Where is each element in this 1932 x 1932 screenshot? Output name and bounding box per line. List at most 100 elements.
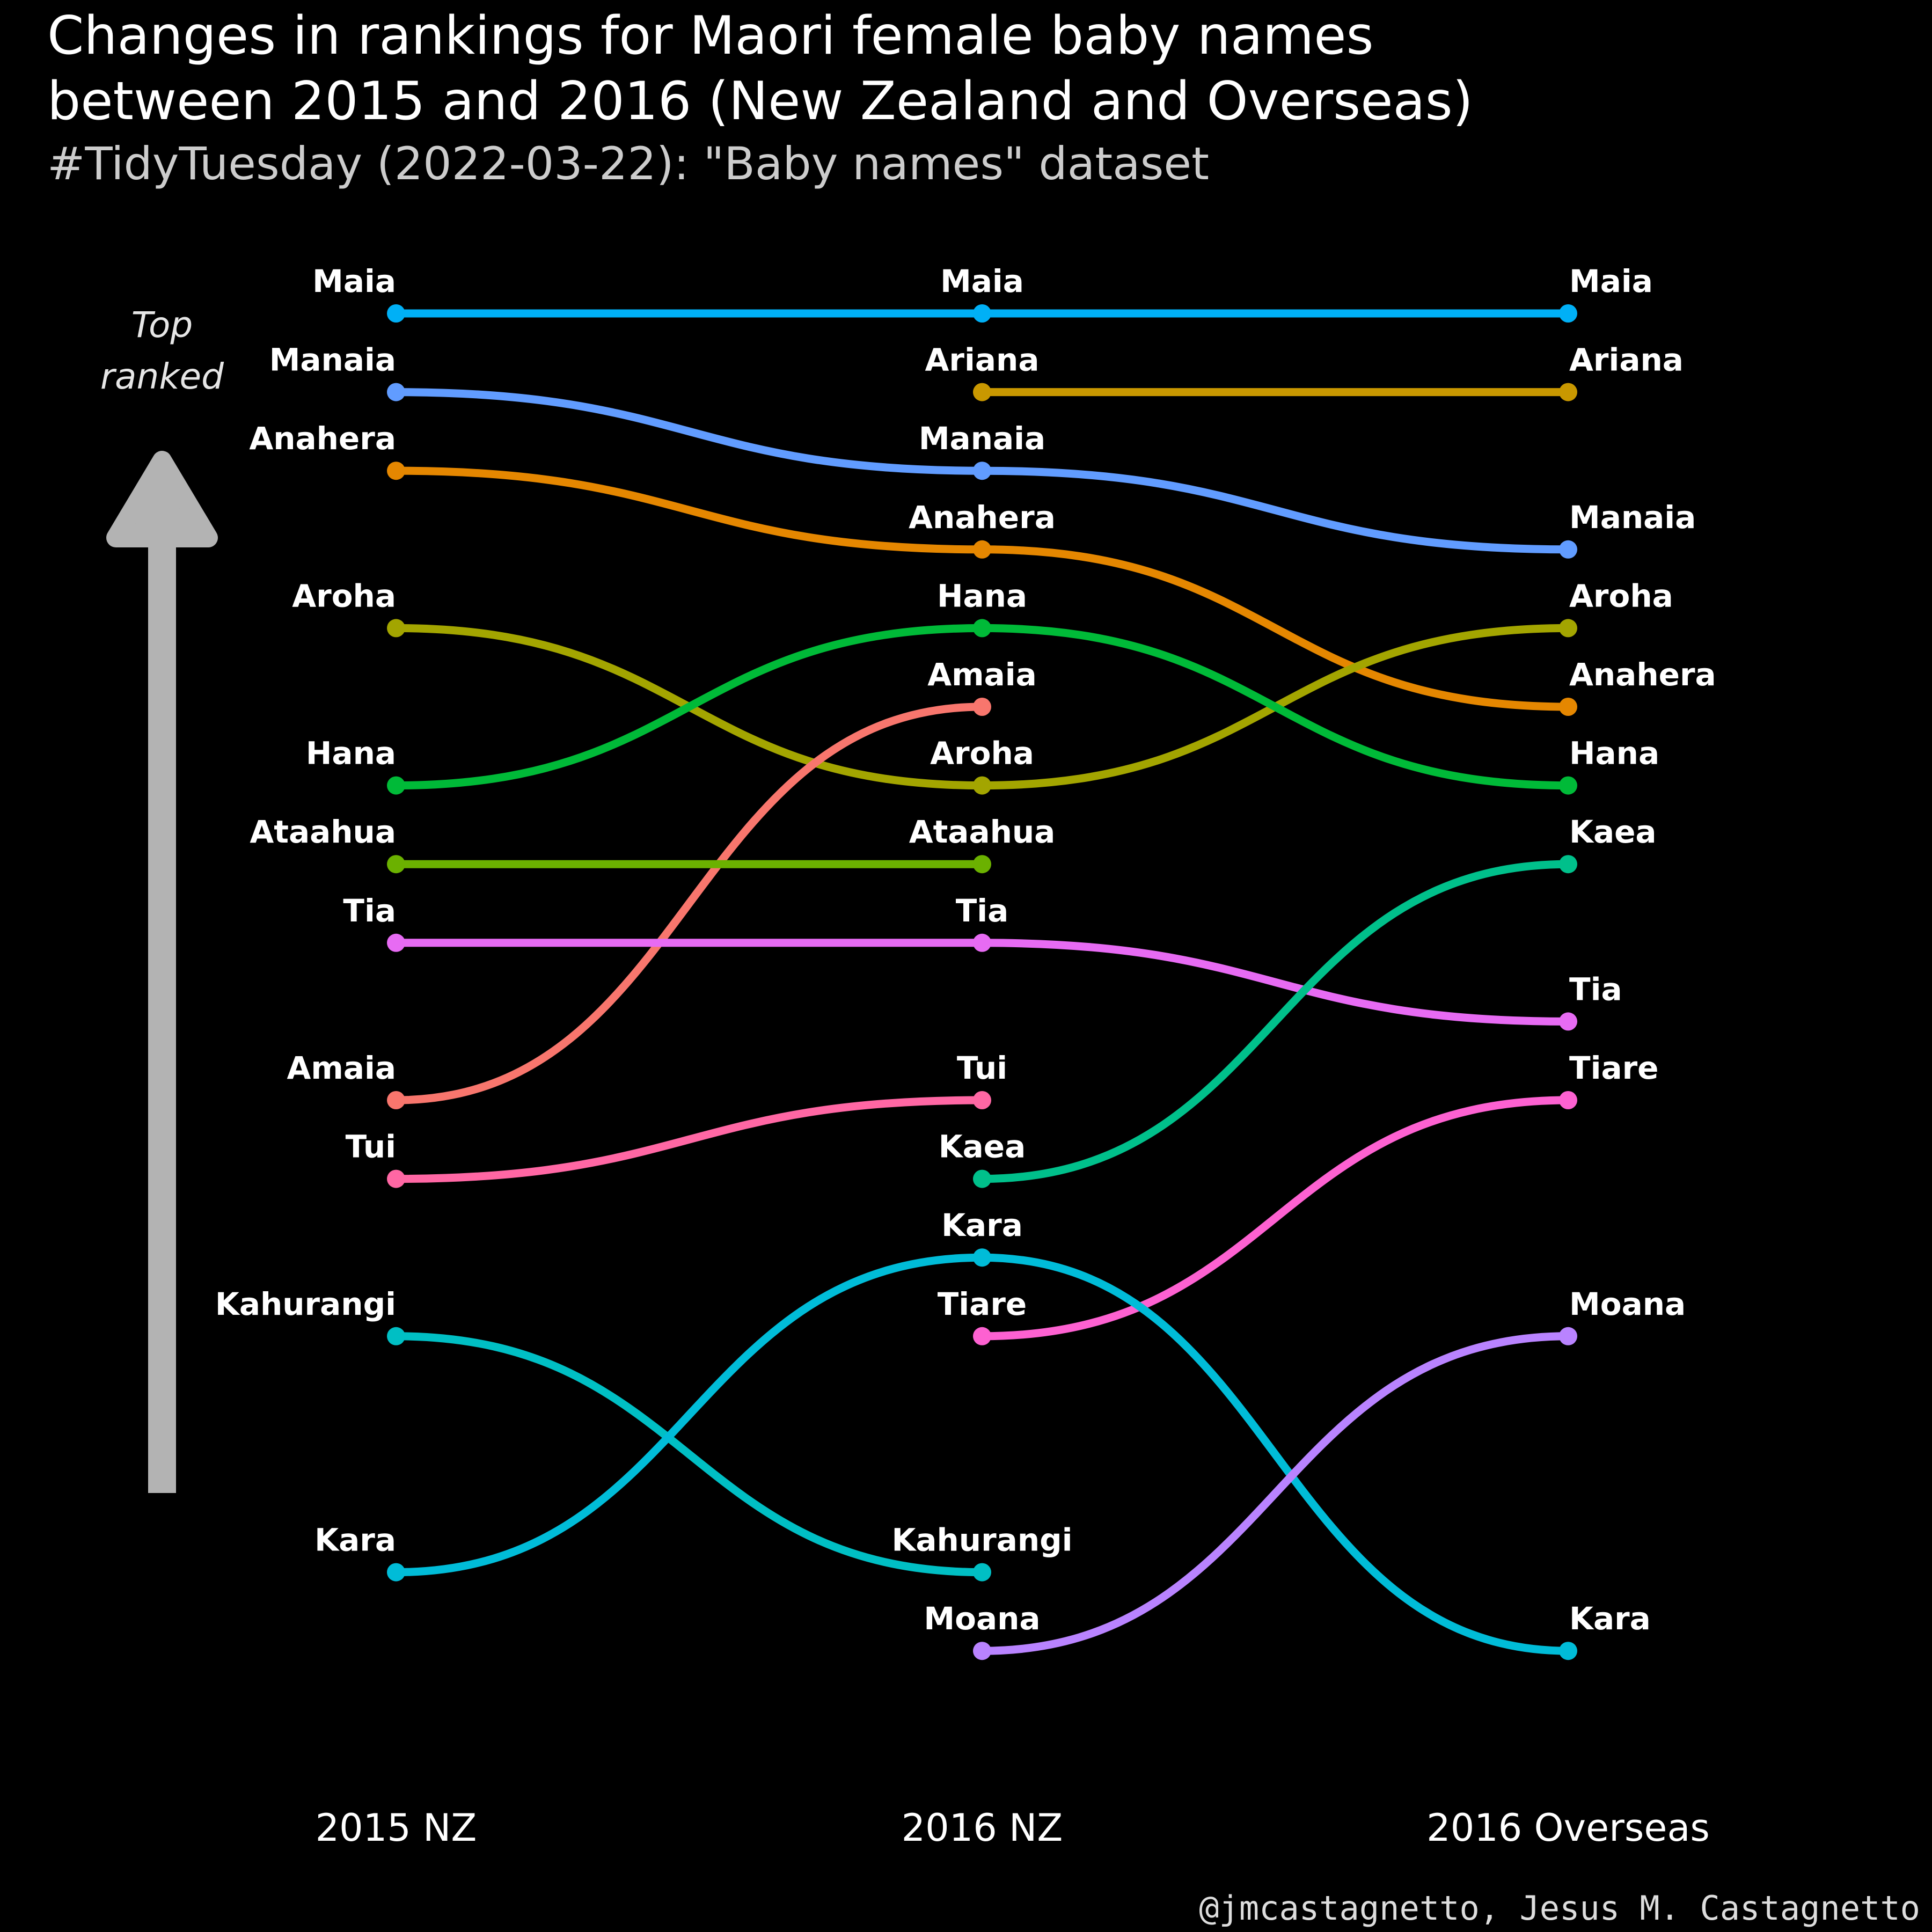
point-kara-2015-nz [387, 1563, 405, 1582]
chart-subtitle: #TidyTuesday (2022-03-22): "Baby names" … [47, 137, 1210, 190]
line-tia-2-3 [978, 939, 1572, 1026]
line-tui-1-2 [392, 1096, 986, 1183]
point-moana-2016-overseas [1559, 1327, 1577, 1345]
label-hana-2015-nz: Hana [306, 735, 396, 772]
point-manaia-2016-overseas [1559, 540, 1577, 559]
point-tui-2016-nz [973, 1091, 991, 1109]
label-manaia-2016-nz: Manaia [919, 420, 1045, 457]
point-tiare-2016-overseas [1559, 1091, 1577, 1109]
arrow-label-line-1: Top [131, 304, 193, 346]
line-anahera-2-3 [978, 545, 1572, 711]
arrow-label-line-2: ranked [100, 356, 224, 397]
point-tui-2015-nz [387, 1169, 405, 1188]
label-manaia-2015-nz: Manaia [269, 342, 396, 378]
point-amaia-2016-nz [973, 698, 991, 716]
point-maia-2016-nz [973, 304, 991, 323]
point-aroha-2016-overseas [1559, 619, 1577, 638]
point-aroha-2015-nz [387, 619, 405, 638]
point-tia-2016-overseas [1559, 1012, 1577, 1031]
label-hana-2016-overseas: Hana [1569, 735, 1659, 772]
point-tia-2016-nz [973, 933, 991, 952]
label-maia-2016-nz: Maia [940, 263, 1024, 299]
point-kaea-2016-nz [973, 1169, 991, 1188]
label-anahera-2015-nz: Anahera [249, 420, 396, 457]
line-manaia-1-2 [392, 388, 986, 475]
label-ariana-2016-overseas: Ariana [1569, 342, 1684, 378]
line-moana-2-3 [978, 1332, 1572, 1655]
label-tia-2016-overseas: Tia [1569, 971, 1622, 1007]
label-kara-2016-nz: Kara [941, 1207, 1023, 1243]
label-kahurangi-2015-nz: Kahurangi [215, 1286, 396, 1322]
label-hana-2016-nz: Hana [937, 577, 1027, 614]
label-tui-2015-nz: Tui [346, 1129, 396, 1165]
point-maia-2016-overseas [1559, 304, 1577, 323]
label-tui-2016-nz: Tui [957, 1050, 1007, 1086]
x-tick-label-2016-nz: 2016 NZ [902, 1806, 1063, 1850]
point-kaea-2016-overseas [1559, 855, 1577, 874]
label-tia-2016-nz: Tia [956, 892, 1009, 929]
point-ataahua-2016-nz [973, 855, 991, 874]
label-amaia-2016-nz: Amaia [927, 656, 1036, 693]
series-points [387, 304, 1577, 1660]
line-manaia-2-3 [978, 466, 1572, 554]
label-maia-2015-nz: Maia [312, 263, 396, 299]
point-hana-2016-nz [973, 619, 991, 638]
label-ataahua-2015-nz: Ataahua [250, 814, 396, 850]
label-aroha-2016-overseas: Aroha [1569, 577, 1673, 614]
point-anahera-2016-overseas [1559, 698, 1577, 716]
label-ariana-2016-nz: Ariana [925, 342, 1040, 378]
series-labels: Maia Maia Maia Manaia Manaia Manaia Anahera Ana… [215, 263, 1716, 1637]
point-manaia-2015-nz [387, 383, 405, 401]
label-kahurangi-2016-nz: Kahurangi [891, 1522, 1072, 1558]
line-hana-2-3 [978, 624, 1572, 790]
author-caption: @jmcastagnetto, Jesus M. Castagnetto [1199, 1889, 1920, 1928]
label-moana-2016-overseas: Moana [1569, 1286, 1686, 1322]
label-tiare-2016-nz: Tiare [938, 1286, 1027, 1322]
label-amaia-2015-nz: Amaia [287, 1050, 396, 1086]
x-axis: 2015 NZ 2016 NZ 2016 Overseas [316, 1806, 1710, 1850]
line-kaea-2-3 [978, 860, 1572, 1183]
line-anahera-1-2 [392, 466, 986, 554]
arrow-shaft [148, 542, 176, 1493]
line-kara-1-2 [392, 1253, 986, 1577]
label-maia-2016-overseas: Maia [1569, 263, 1653, 299]
point-kara-2016-nz [973, 1248, 991, 1267]
chart-title-line-1: Changes in rankings for Maori female bab… [47, 5, 1374, 67]
line-tiare-2-3 [978, 1096, 1572, 1341]
point-manaia-2016-nz [973, 462, 991, 480]
point-aroha-2016-nz [973, 776, 991, 795]
label-kara-2015-nz: Kara [314, 1522, 396, 1558]
point-ataahua-2015-nz [387, 855, 405, 874]
line-kahurangi-1-2 [392, 1332, 986, 1577]
chart-title: Changes in rankings for Maori female bab… [47, 3, 1872, 134]
label-manaia-2016-overseas: Manaia [1569, 499, 1696, 536]
label-moana-2016-nz: Moana [924, 1600, 1040, 1637]
label-anahera-2016-nz: Anahera [909, 499, 1056, 536]
point-ariana-2016-nz [973, 383, 991, 401]
point-amaia-2015-nz [387, 1091, 405, 1109]
label-kaea-2016-nz: Kaea [939, 1129, 1026, 1165]
label-kara-2016-overseas: Kara [1569, 1600, 1651, 1637]
point-maia-2015-nz [387, 304, 405, 323]
point-kara-2016-overseas [1559, 1642, 1577, 1660]
point-hana-2015-nz [387, 776, 405, 795]
line-kara-2-3 [978, 1253, 1572, 1655]
line-hana-1-2 [392, 624, 986, 790]
point-anahera-2016-nz [973, 540, 991, 559]
label-anahera-2016-overseas: Anahera [1569, 656, 1716, 693]
line-amaia-1-2 [392, 702, 986, 1104]
point-moana-2016-nz [973, 1642, 991, 1660]
point-tia-2015-nz [387, 933, 405, 952]
x-tick-label-2016-overseas: 2016 Overseas [1426, 1806, 1710, 1850]
top-ranked-arrow: Top ranked [100, 304, 224, 1493]
chart-title-line-2: between 2015 and 2016 (New Zealand and O… [47, 71, 1473, 132]
point-kahurangi-2016-nz [973, 1563, 991, 1582]
series-lines [392, 309, 1572, 1655]
label-aroha-2016-nz: Aroha [930, 735, 1034, 772]
label-aroha-2015-nz: Aroha [292, 577, 396, 614]
label-ataahua-2016-nz: Ataahua [909, 814, 1056, 850]
point-tiare-2016-nz [973, 1327, 991, 1345]
label-kaea-2016-overseas: Kaea [1569, 814, 1657, 850]
